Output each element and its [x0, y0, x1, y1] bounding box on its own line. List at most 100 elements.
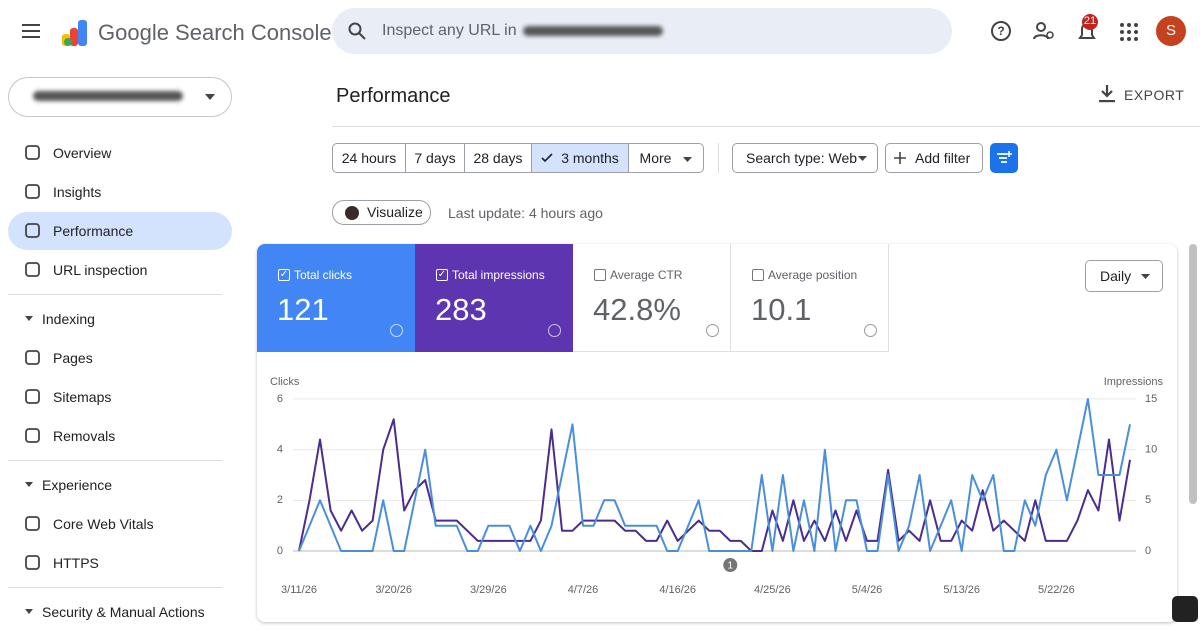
nav-label: HTTPS — [53, 555, 99, 571]
add-filter-label: Add filter — [915, 150, 971, 166]
menu-icon[interactable] — [22, 24, 42, 40]
nav-label: Removals — [53, 428, 116, 444]
nav-label: Insights — [53, 184, 102, 200]
metric-card[interactable]: ✓ Total impressions 283 — [415, 244, 573, 352]
nav-item[interactable]: Removals — [8, 417, 232, 455]
nav-label: Core Web Vitals — [53, 516, 154, 532]
nav-item[interactable]: URL inspection — [8, 251, 232, 289]
apps-icon[interactable] — [1120, 23, 1138, 41]
metric-label: Total impressions — [452, 268, 545, 282]
nav-icon — [25, 223, 40, 238]
metric-value: 10.1 — [751, 292, 812, 327]
metric-checkbox[interactable] — [594, 269, 606, 281]
nav-label: Overview — [53, 145, 112, 161]
app-name: Google Search Console — [98, 20, 332, 45]
nav-icon — [25, 482, 33, 487]
divider — [8, 294, 222, 295]
search-placeholder: Inspect any URL in — [382, 22, 663, 40]
range-chip[interactable]: 28 days — [465, 143, 532, 173]
metric-value: 121 — [277, 292, 329, 327]
nav-icon — [25, 145, 40, 160]
nav-icon — [25, 262, 40, 277]
property-selector[interactable] — [8, 77, 232, 117]
nav-item[interactable]: Insights — [8, 173, 232, 211]
range-label: 7 days — [414, 150, 456, 166]
nav-label: Pages — [53, 350, 93, 366]
logo — [62, 20, 87, 46]
metric-card[interactable]: Average CTR 42.8% — [573, 244, 731, 352]
notification-count: 21 — [1083, 15, 1097, 27]
nav-icon — [25, 184, 40, 199]
nav-item[interactable]: Performance — [8, 212, 232, 250]
search-type[interactable]: Search type: Web — [732, 143, 878, 173]
nav-icon — [25, 389, 40, 404]
add-filter[interactable]: Add filter — [885, 143, 983, 173]
range-chip[interactable]: More — [629, 143, 704, 173]
export-button[interactable]: EXPORT — [1124, 87, 1185, 103]
metric-value: 42.8% — [593, 292, 681, 327]
page-title: Performance — [336, 85, 451, 107]
metric-label: Average position — [768, 268, 858, 282]
visualize-label: Visualize — [367, 204, 423, 220]
avatar[interactable]: S — [1156, 16, 1186, 46]
divider — [8, 587, 222, 588]
nav-item[interactable]: Experience — [8, 466, 232, 504]
notifications-icon[interactable] — [1076, 14, 1102, 44]
scrollbar — [1189, 244, 1197, 504]
range-label: 24 hours — [341, 150, 397, 166]
nav-label: Experience — [42, 477, 113, 493]
nav-label: Performance — [53, 223, 134, 239]
metric-card[interactable]: Average position 10.1 — [731, 244, 889, 352]
metric-checkbox[interactable]: ✓ — [278, 269, 290, 281]
nav-label: Indexing — [42, 311, 95, 327]
svg-text:?: ? — [997, 24, 1004, 38]
nav-icon — [25, 428, 40, 443]
metric-help — [548, 324, 561, 337]
metric-checkbox[interactable]: ✓ — [436, 269, 448, 281]
range-label: More — [639, 150, 672, 166]
range-chip[interactable]: 7 days — [406, 143, 465, 173]
search-icon — [348, 22, 366, 40]
metric-value: 283 — [435, 292, 487, 327]
divider — [332, 126, 1200, 127]
divider — [8, 460, 222, 461]
nav-label: Sitemaps — [53, 389, 112, 405]
users-icon[interactable] — [1033, 21, 1055, 41]
metric-checkbox[interactable] — [752, 269, 764, 281]
nav-item[interactable]: Overview — [8, 134, 232, 172]
search-box[interactable]: Inspect any URL in — [332, 8, 952, 54]
nav-item[interactable]: Security & Manual Actions — [8, 593, 232, 631]
filter-settings[interactable] — [990, 143, 1018, 173]
metric-help — [390, 324, 403, 337]
nav-icon — [25, 516, 40, 531]
nav-icon — [25, 350, 40, 365]
range-label: 3 months — [561, 150, 619, 166]
metric-label: Total clicks — [294, 268, 353, 282]
corner-widget[interactable] — [1172, 596, 1198, 622]
nav-item[interactable]: Sitemaps — [8, 378, 232, 416]
separator — [718, 143, 719, 173]
range-label: 28 days — [473, 150, 523, 166]
nav-label: Security & Manual Actions — [42, 604, 205, 620]
last-update: Last update: 4 hours ago — [448, 205, 603, 221]
export-icon[interactable] — [1099, 85, 1115, 103]
search-type-label: Search type: Web — [746, 150, 858, 166]
placeholder-text: Inspect any URL in — [382, 22, 517, 39]
range-chip[interactable]: 3 months — [532, 143, 629, 173]
top-bar: Google Search Console Inspect any URL in… — [0, 0, 1200, 66]
visualize-button[interactable]: Visualize — [332, 200, 431, 225]
range-chip[interactable]: 24 hours — [332, 143, 406, 173]
nav-item[interactable]: Indexing — [8, 300, 232, 338]
help-icon[interactable]: ? — [990, 20, 1012, 42]
nav-item[interactable]: Core Web Vitals — [8, 505, 232, 543]
nav-item[interactable]: Pages — [8, 339, 232, 377]
nav-item[interactable]: HTTPS — [8, 544, 232, 582]
nav-icon — [25, 555, 40, 570]
nav-icon — [25, 609, 33, 614]
granularity-label: Daily — [1100, 268, 1132, 284]
granularity-select[interactable]: Daily — [1085, 260, 1163, 292]
nav-icon — [25, 316, 33, 321]
metric-help — [864, 324, 877, 337]
metric-card[interactable]: ✓ Total clicks 121 — [257, 244, 415, 352]
